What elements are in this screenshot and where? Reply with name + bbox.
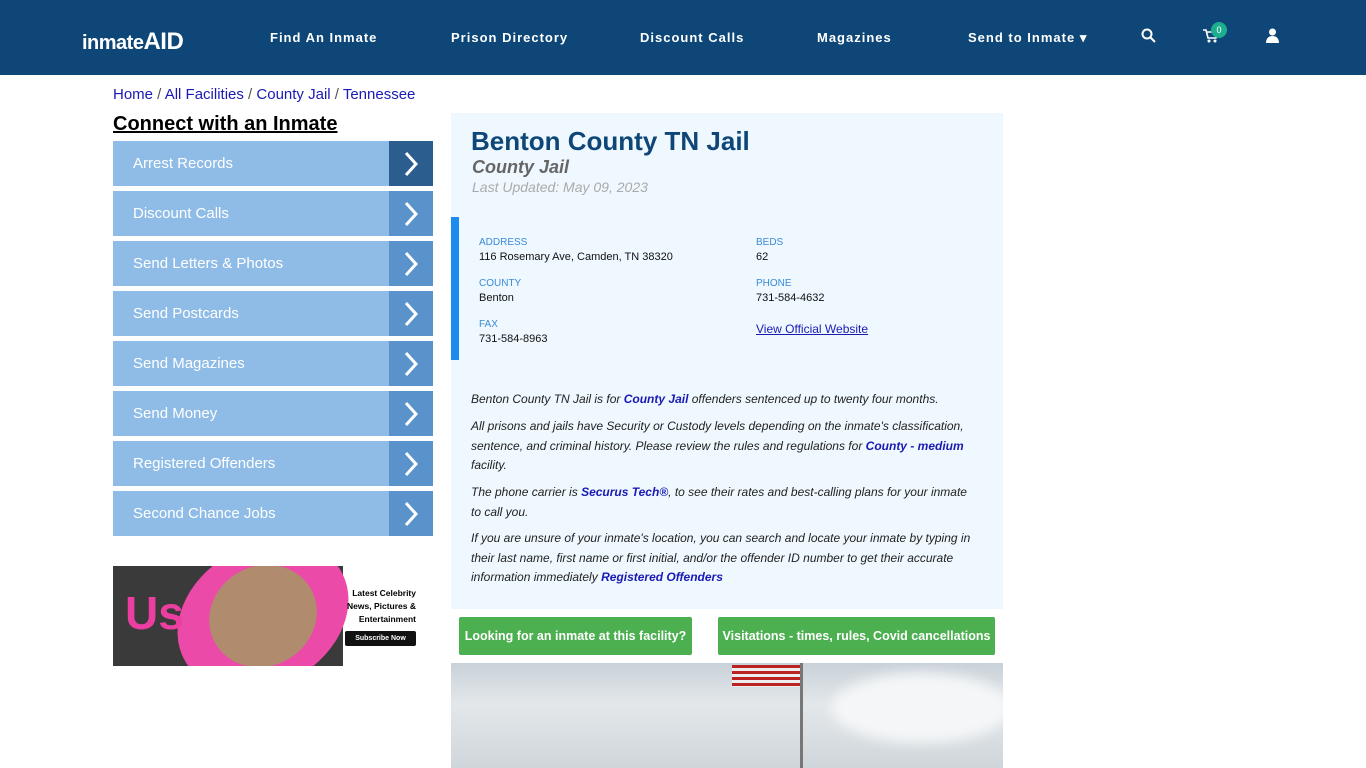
us-weekly-ad[interactable]: Us Latest Celebrity News, Pictures & Ent… <box>113 566 423 666</box>
sidebar-item-label: Send Magazines <box>133 355 245 372</box>
county-label: COUNTY <box>479 278 522 289</box>
nav-send-to-inmate[interactable]: Send to Inmate ▾ <box>968 30 1087 46</box>
nav-discount-calls[interactable]: Discount Calls <box>640 30 745 45</box>
official-website-link[interactable]: View Official Website <box>756 322 869 336</box>
sidebar-item-label: Arrest Records <box>133 155 234 172</box>
chevron-right-icon <box>389 241 433 286</box>
facility-photo <box>451 663 1003 768</box>
chevron-right-icon <box>389 491 433 536</box>
nav-find-inmate[interactable]: Find An Inmate <box>270 30 378 45</box>
address-label: ADDRESS <box>479 237 528 248</box>
sidebar-item[interactable]: Discount Calls <box>113 191 433 236</box>
text: The phone carrier is <box>471 485 582 499</box>
phone-label: PHONE <box>756 278 792 289</box>
sidebar-item-label: Registered Offenders <box>133 455 276 472</box>
text: All prisons and jails have Security or C… <box>471 419 964 453</box>
chevron-right-icon <box>389 341 433 386</box>
text: , to see their rates and best-calling pl… <box>471 485 967 519</box>
chevron-right-icon <box>389 141 433 186</box>
logo[interactable]: inmateAID <box>82 28 184 55</box>
sidebar-item[interactable]: Send Postcards <box>113 291 433 336</box>
text: offenders sentenced up to twenty four mo… <box>688 392 939 406</box>
county-jail-link[interactable]: County Jail <box>623 392 689 406</box>
nav-magazines[interactable]: Magazines <box>817 30 892 45</box>
sidebar-item[interactable]: Send Money <box>113 391 433 436</box>
caret-down-icon: ▾ <box>1079 30 1088 45</box>
sidebar-item[interactable]: Arrest Records <box>113 141 433 186</box>
search-icon[interactable] <box>1141 28 1156 43</box>
facility-name: Benton County TN Jail <box>471 126 750 156</box>
facility-panel <box>451 113 1003 609</box>
nav-send-label: Send to Inmate <box>968 30 1076 45</box>
sidebar-item-label: Send Letters & Photos <box>133 255 284 272</box>
cart-count-badge: 0 <box>1211 22 1227 38</box>
chevron-right-icon <box>389 441 433 486</box>
beds-value: 62 <box>756 251 769 263</box>
info-accent-bar <box>451 217 459 360</box>
sidebar-item-label: Second Chance Jobs <box>133 505 276 522</box>
facility-type: County Jail <box>472 157 570 177</box>
text: If you are unsure of your inmate's locat… <box>471 531 971 584</box>
sidebar-item-label: Send Postcards <box>133 305 239 322</box>
top-nav: inmateAID Find An Inmate Prison Director… <box>0 0 1366 75</box>
breadcrumb-all-facilities[interactable]: All Facilities <box>164 86 244 103</box>
text: facility. <box>471 458 507 472</box>
fax-value: 731-584-8963 <box>479 333 548 345</box>
sidebar-item-label: Send Money <box>133 405 218 422</box>
sidebar-item[interactable]: Second Chance Jobs <box>113 491 433 536</box>
desc-paragraph-3: The phone carrier is Securus Tech®, to s… <box>471 483 971 522</box>
chevron-right-icon <box>389 291 433 336</box>
sidebar-item-label: Discount Calls <box>133 205 229 222</box>
chevron-right-icon <box>389 391 433 436</box>
county-medium-link[interactable]: County - medium <box>865 438 964 453</box>
address-value: 116 Rosemary Ave, Camden, TN 38320 <box>479 251 673 263</box>
breadcrumb-home[interactable]: Home <box>113 86 154 103</box>
fax-label: FAX <box>479 319 498 330</box>
sidebar-title: Connect with an Inmate <box>113 113 338 135</box>
ad-headline: Latest Celebrity News, Pictures & Entert… <box>347 588 416 624</box>
beds-label: BEDS <box>756 237 784 248</box>
securus-link[interactable]: Securus Tech® <box>581 485 669 499</box>
last-updated: Last Updated: May 09, 2023 <box>472 179 648 195</box>
sidebar-item[interactable]: Registered Offenders <box>113 441 433 486</box>
breadcrumb: Home / All Facilities / County Jail / Te… <box>113 86 416 103</box>
chevron-right-icon <box>389 191 433 236</box>
phone-value: 731-584-4632 <box>756 292 825 304</box>
nav-prison-directory[interactable]: Prison Directory <box>451 30 569 45</box>
registered-offenders-link[interactable]: Registered Offenders <box>601 570 723 584</box>
desc-paragraph-2: All prisons and jails have Security or C… <box>471 417 971 476</box>
ad-subscribe-button[interactable]: Subscribe Now <box>345 631 416 646</box>
sidebar-item[interactable]: Send Magazines <box>113 341 433 386</box>
text: Benton County TN Jail is for <box>471 392 624 406</box>
breadcrumb-county-jail[interactable]: County Jail <box>256 86 331 103</box>
desc-paragraph-1: Benton County TN Jail is for County Jail… <box>471 390 971 410</box>
sidebar-item[interactable]: Send Letters & Photos <box>113 241 433 286</box>
visitation-button[interactable]: Visitations - times, rules, Covid cancel… <box>718 617 995 655</box>
breadcrumb-tennessee[interactable]: Tennessee <box>342 86 416 103</box>
ad-brand-logo: Us <box>125 587 184 639</box>
county-value: Benton <box>479 292 514 304</box>
desc-paragraph-4: If you are unsure of your inmate's locat… <box>471 529 971 588</box>
user-icon[interactable] <box>1266 28 1279 43</box>
find-inmate-facility-button[interactable]: Looking for an inmate at this facility? <box>459 617 692 655</box>
